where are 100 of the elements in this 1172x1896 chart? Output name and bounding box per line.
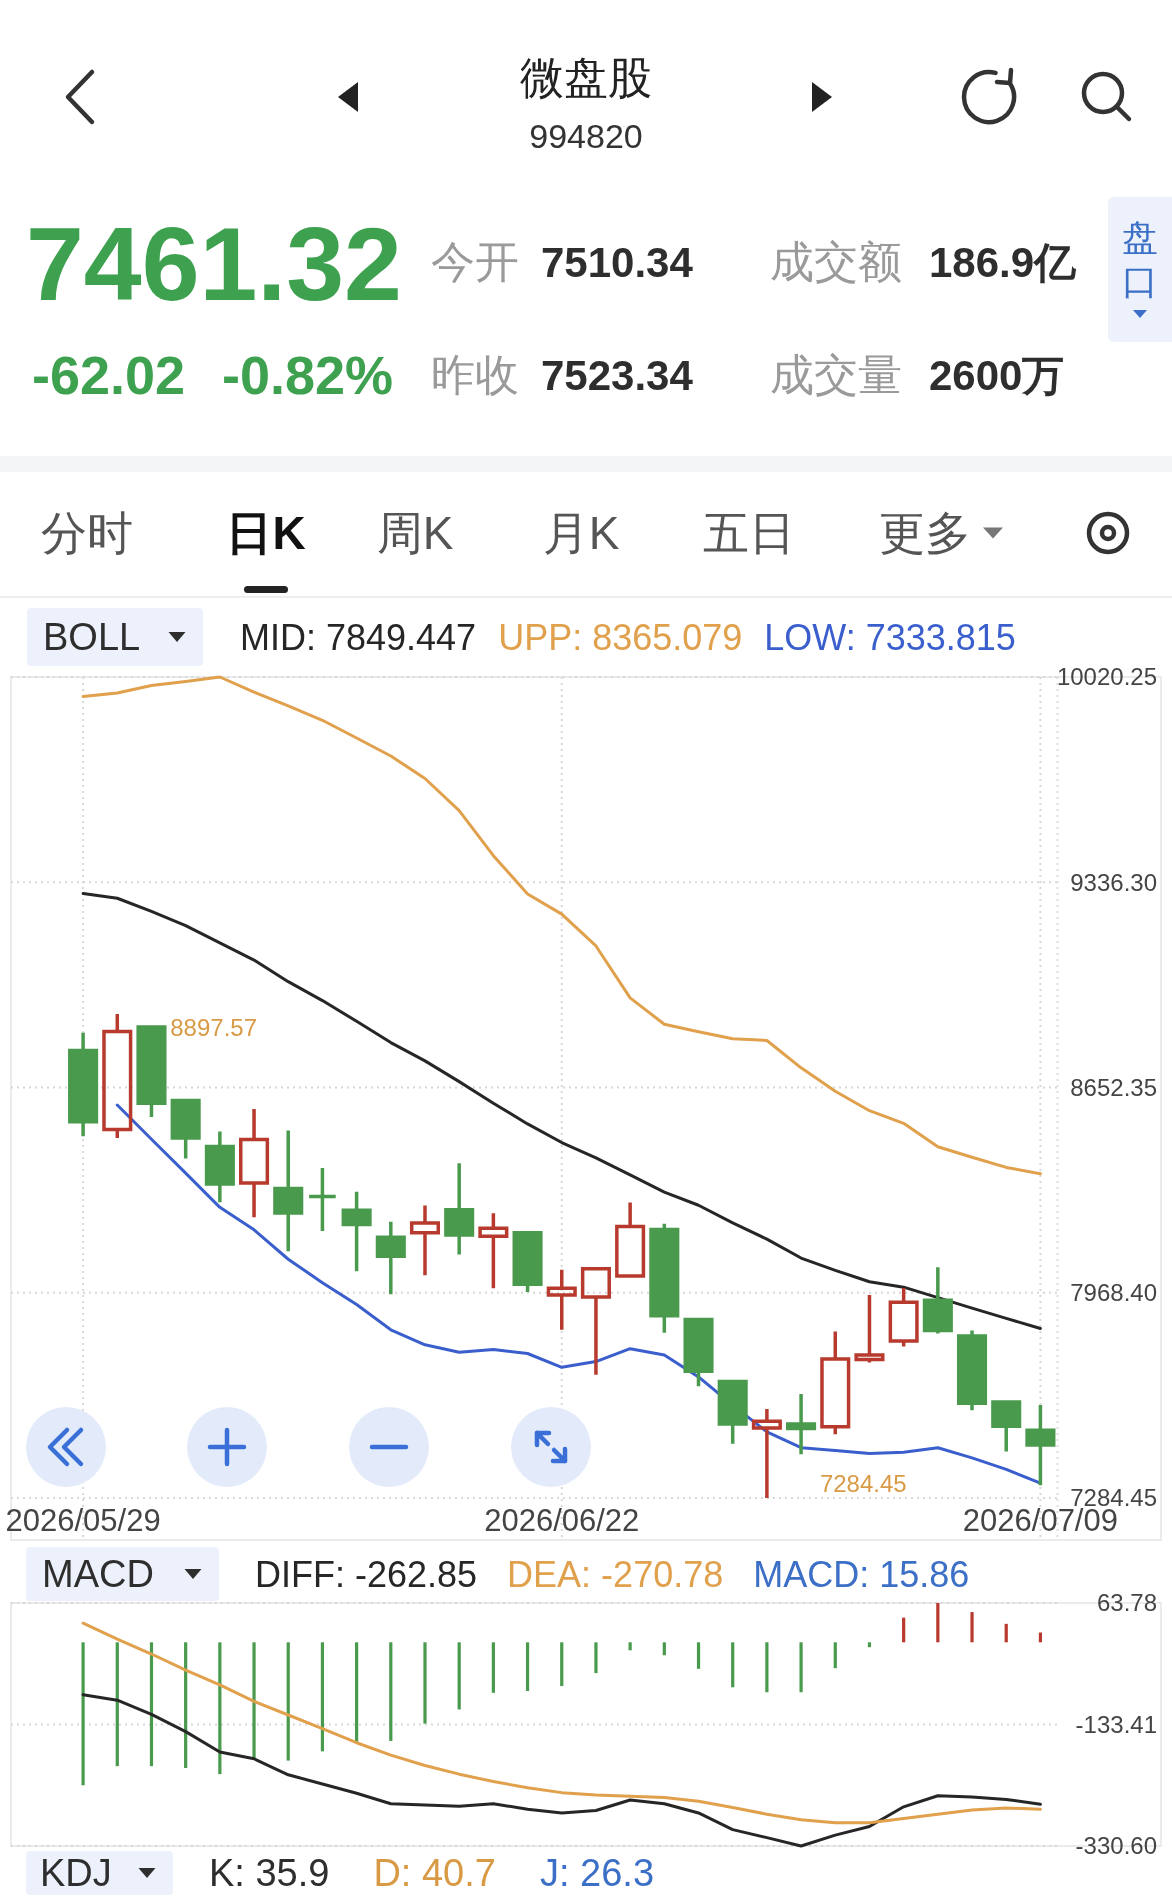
- bar: [696, 1642, 701, 1669]
- text: 盘口: [1122, 216, 1158, 302]
- bar: [662, 1642, 666, 1656]
- candlestick: [68, 1032, 99, 1137]
- bar: [867, 1642, 872, 1648]
- bar: [628, 1642, 632, 1651]
- bar: [970, 1612, 974, 1643]
- candlestick: [615, 1202, 646, 1278]
- bar: [594, 1642, 598, 1674]
- text: 成交量: [770, 350, 902, 400]
- text: 周K: [376, 507, 454, 560]
- line-series: [81, 891, 1042, 1330]
- y-tick-label: -330.60: [1075, 1832, 1157, 1860]
- candlestick: [1025, 1405, 1056, 1486]
- bar: [491, 1642, 495, 1693]
- legend-title: MACD: [42, 1553, 154, 1596]
- candlestick: [239, 1108, 270, 1218]
- y-tick-label: 8652.35: [1070, 1073, 1157, 1101]
- candlestick: [204, 1131, 235, 1203]
- bar: [731, 1642, 735, 1688]
- text: LOW: 7333.815: [764, 616, 1016, 658]
- text: K: 35.9: [209, 1852, 330, 1895]
- text: 今开: [431, 237, 519, 287]
- candlestick: [136, 1025, 167, 1118]
- text: -62.02: [32, 344, 186, 405]
- text: 分时: [41, 507, 133, 560]
- bar: [765, 1642, 769, 1693]
- candlestick: [922, 1267, 953, 1334]
- candlestick: [341, 1191, 372, 1272]
- bar: [423, 1642, 427, 1724]
- bar: [115, 1642, 119, 1767]
- candlestick: [546, 1269, 577, 1330]
- text: 7510.34: [541, 238, 694, 286]
- legend-label: MID: 7849.447: [240, 616, 477, 658]
- bar: [902, 1617, 906, 1643]
- line-series: [81, 1693, 1042, 1848]
- text: 月K: [542, 507, 620, 560]
- bar: [320, 1642, 325, 1752]
- bar: [1004, 1623, 1008, 1643]
- y-tick-label: 63.78: [1096, 1589, 1157, 1617]
- candlestick: [786, 1394, 817, 1455]
- x-tick-label: 2026/05/29: [5, 1502, 161, 1538]
- text: 微盘股: [520, 53, 652, 103]
- bar: [833, 1642, 837, 1669]
- bar: [252, 1642, 256, 1760]
- bar: [936, 1603, 940, 1643]
- bar: [457, 1642, 461, 1710]
- candlestick: [273, 1130, 304, 1252]
- line-series: [81, 675, 1042, 1176]
- text: 成交额: [770, 237, 902, 287]
- line-series: [81, 1621, 1042, 1825]
- text: 994820: [529, 116, 643, 155]
- text: 更多: [879, 507, 971, 560]
- bar: [799, 1642, 803, 1693]
- bar: [560, 1642, 564, 1687]
- candlestick: [307, 1168, 338, 1232]
- candlestick: [375, 1221, 406, 1295]
- legend-label: DIFF: -262.85: [255, 1553, 478, 1595]
- candlestick: [751, 1409, 782, 1498]
- annotation: 8897.57: [170, 1014, 258, 1042]
- text: 五日: [703, 507, 795, 560]
- legend-title: BOLL: [43, 616, 141, 659]
- bar: [389, 1642, 393, 1741]
- bar: [525, 1642, 530, 1691]
- candlestick: [991, 1400, 1022, 1452]
- text: KDJ: [40, 1852, 112, 1895]
- candlestick: [102, 1013, 133, 1139]
- x-tick-label: 2026/06/22: [484, 1502, 640, 1538]
- candlestick: [717, 1379, 748, 1444]
- text: 7461.32: [26, 206, 402, 323]
- candlestick: [170, 1098, 201, 1159]
- y-tick-label: -133.41: [1075, 1710, 1157, 1738]
- text: DEA: -270.78: [507, 1553, 724, 1595]
- text: J: 26.3: [539, 1852, 655, 1895]
- candlestick: [888, 1288, 919, 1347]
- text: 2600万: [929, 351, 1065, 399]
- y-tick-label: 9336.30: [1070, 868, 1157, 896]
- bar: [286, 1642, 290, 1761]
- candlestick: [683, 1317, 714, 1387]
- candlestick: [854, 1294, 885, 1363]
- text: -0.82%: [222, 344, 394, 405]
- candlestick: [409, 1205, 441, 1276]
- text: 7523.34: [541, 351, 694, 399]
- y-tick-label: 10020.25: [1056, 663, 1157, 691]
- bar: [355, 1642, 359, 1744]
- text: 日K: [226, 507, 306, 560]
- candlestick: [956, 1330, 988, 1411]
- candlestick: [512, 1231, 543, 1292]
- candlestick: [649, 1223, 680, 1333]
- candlestick: [478, 1213, 509, 1289]
- text: 昨收: [431, 350, 519, 400]
- text: D: 40.7: [373, 1852, 496, 1895]
- candlestick: [444, 1163, 475, 1255]
- text: MACD: 15.86: [753, 1553, 970, 1595]
- y-tick-label: 7968.40: [1070, 1279, 1157, 1307]
- bar: [81, 1642, 85, 1786]
- candlestick: [580, 1267, 611, 1375]
- annotation: 7284.45: [819, 1470, 907, 1498]
- text: UPP: 8365.079: [498, 616, 743, 658]
- candlestick: [820, 1331, 851, 1435]
